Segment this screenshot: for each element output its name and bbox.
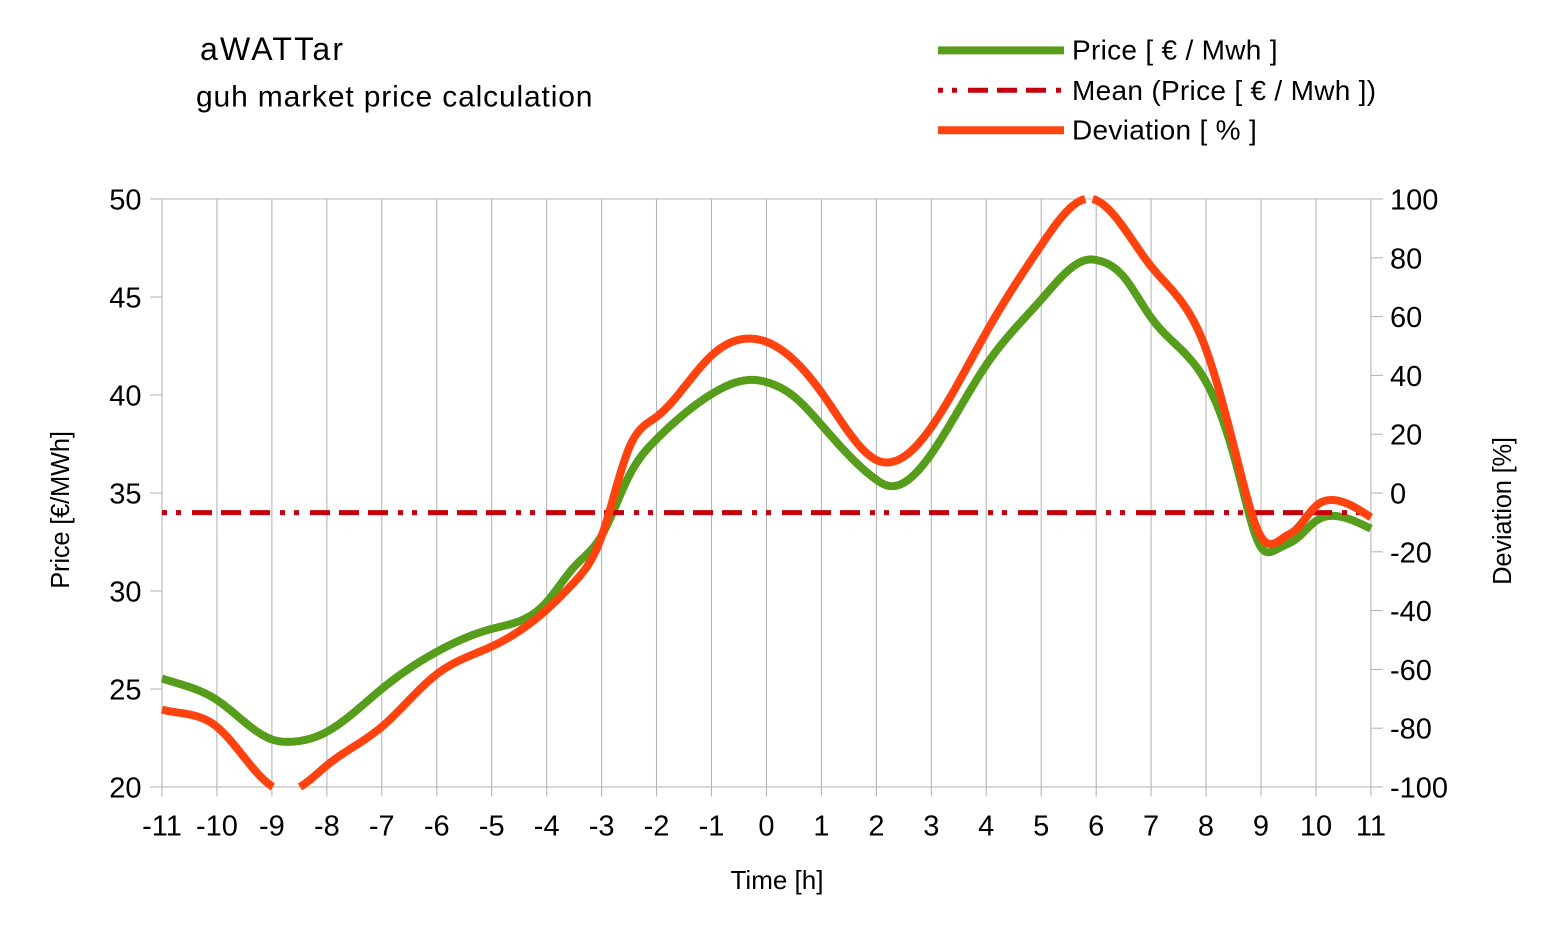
svg-text:11: 11 <box>1356 811 1386 843</box>
svg-text:-7: -7 <box>369 811 395 843</box>
svg-text:9: 9 <box>1253 811 1269 843</box>
svg-text:-1: -1 <box>699 811 725 843</box>
svg-text:guh market price calculation: guh market price calculation <box>196 81 593 114</box>
svg-text:50: 50 <box>109 185 141 217</box>
svg-text:8: 8 <box>1198 811 1214 843</box>
svg-text:35: 35 <box>109 479 141 511</box>
svg-text:20: 20 <box>109 773 141 805</box>
svg-text:-5: -5 <box>479 811 505 843</box>
svg-text:Deviation [ % ]: Deviation [ % ] <box>1072 115 1257 146</box>
svg-text:25: 25 <box>109 675 141 707</box>
svg-text:40: 40 <box>109 381 141 413</box>
svg-text:-2: -2 <box>644 811 670 843</box>
svg-text:-8: -8 <box>314 811 340 843</box>
svg-text:-60: -60 <box>1390 655 1432 687</box>
svg-text:20: 20 <box>1390 420 1422 452</box>
svg-text:80: 80 <box>1390 243 1422 275</box>
svg-text:aWATTar: aWATTar <box>200 31 345 67</box>
svg-text:Price [ € / Mwh ]: Price [ € / Mwh ] <box>1072 35 1278 66</box>
svg-text:-4: -4 <box>534 811 560 843</box>
svg-text:60: 60 <box>1390 302 1422 334</box>
svg-text:3: 3 <box>923 811 939 843</box>
svg-text:-9: -9 <box>259 811 285 843</box>
svg-text:7: 7 <box>1143 811 1159 843</box>
svg-text:Mean (Price [ € / Mwh ]): Mean (Price [ € / Mwh ]) <box>1072 75 1376 106</box>
svg-text:5: 5 <box>1033 811 1049 843</box>
svg-text:-100: -100 <box>1390 773 1448 805</box>
svg-text:Price [€/MWh]: Price [€/MWh] <box>47 431 75 589</box>
svg-text:0: 0 <box>1390 479 1406 511</box>
svg-text:-80: -80 <box>1390 714 1432 746</box>
svg-text:-20: -20 <box>1390 537 1432 569</box>
svg-text:-11: -11 <box>142 811 182 843</box>
svg-text:4: 4 <box>978 811 994 843</box>
svg-text:-10: -10 <box>196 811 238 843</box>
svg-text:45: 45 <box>109 283 141 315</box>
svg-text:40: 40 <box>1390 361 1422 393</box>
svg-text:Time [h]: Time [h] <box>731 865 824 895</box>
svg-text:1: 1 <box>813 811 829 843</box>
svg-text:2: 2 <box>868 811 884 843</box>
svg-text:100: 100 <box>1390 185 1438 217</box>
svg-text:30: 30 <box>109 577 141 609</box>
svg-text:-3: -3 <box>589 811 615 843</box>
svg-text:6: 6 <box>1088 811 1104 843</box>
svg-text:0: 0 <box>758 811 774 843</box>
svg-text:10: 10 <box>1300 811 1332 843</box>
svg-text:-40: -40 <box>1390 596 1432 628</box>
svg-text:-6: -6 <box>424 811 450 843</box>
svg-text:Deviation [%]: Deviation [%] <box>1489 437 1517 585</box>
